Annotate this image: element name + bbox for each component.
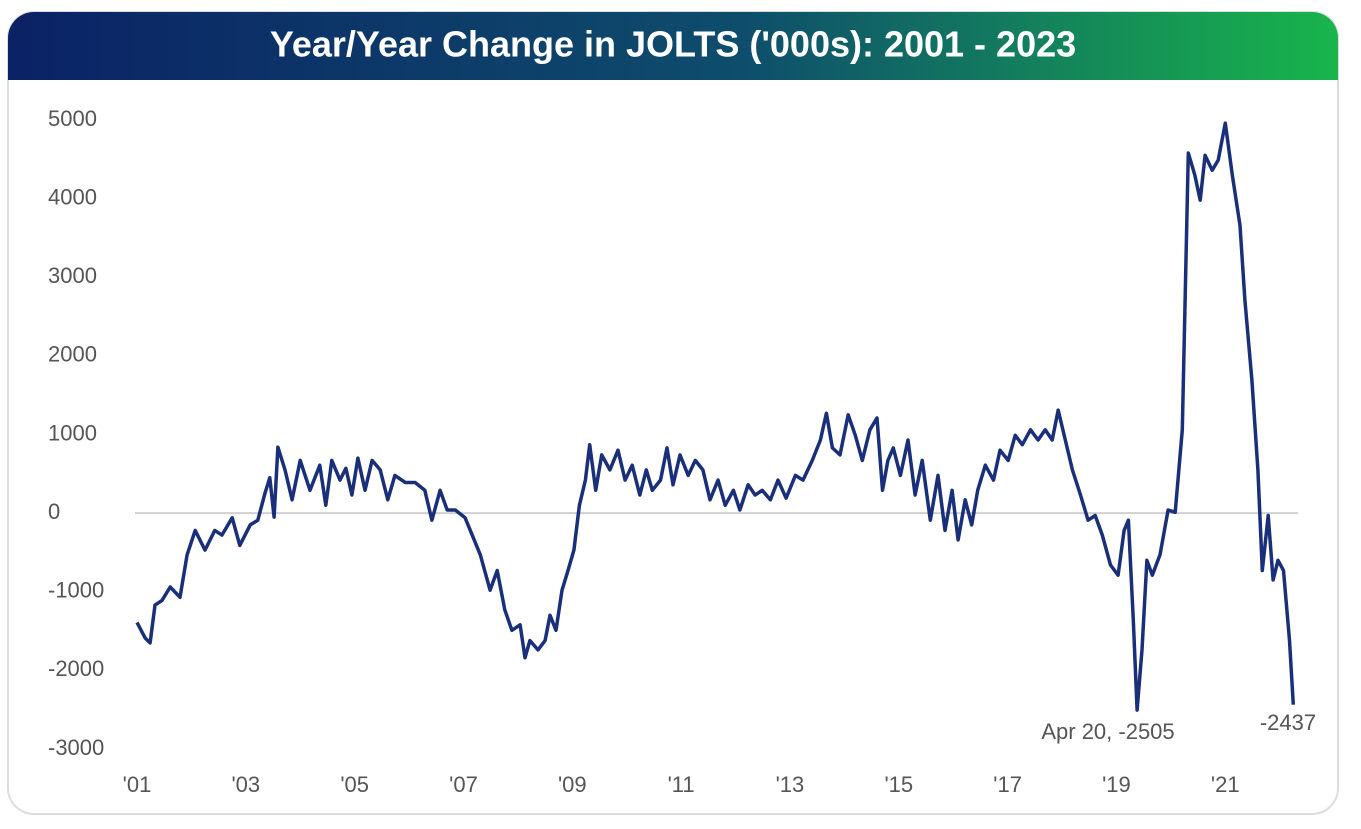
y-tick-label: 0 xyxy=(48,499,60,524)
y-tick-label: -2000 xyxy=(48,656,104,681)
x-tick-label: '07 xyxy=(449,772,478,797)
annotation: Apr 20, -2505 xyxy=(1041,719,1174,744)
x-tick-label: '21 xyxy=(1211,772,1240,797)
x-tick-label: '11 xyxy=(668,772,695,797)
y-tick-label: 3000 xyxy=(48,263,97,288)
y-tick-label: 2000 xyxy=(48,342,97,367)
x-tick-label: '17 xyxy=(993,772,1022,797)
chart-title: Year/Year Change in JOLTS ('000s): 2001 … xyxy=(270,24,1076,65)
x-tick-label: '13 xyxy=(776,772,805,797)
data-line xyxy=(135,121,1296,712)
y-tick-label: -3000 xyxy=(48,735,104,760)
x-tick-label: '19 xyxy=(1102,772,1131,797)
annotation: -2437 xyxy=(1260,710,1316,735)
y-tick-label: 1000 xyxy=(48,420,97,445)
y-tick-label: 5000 xyxy=(48,106,97,131)
title-banner xyxy=(8,12,1338,80)
y-tick-label: -1000 xyxy=(48,578,104,603)
x-tick-label: '09 xyxy=(558,772,587,797)
x-tick-label: '15 xyxy=(884,772,913,797)
x-tick-label: '03 xyxy=(231,772,260,797)
y-tick-label: 4000 xyxy=(48,184,97,209)
x-tick-label: '05 xyxy=(340,772,369,797)
x-tick-label: '01 xyxy=(123,772,152,797)
